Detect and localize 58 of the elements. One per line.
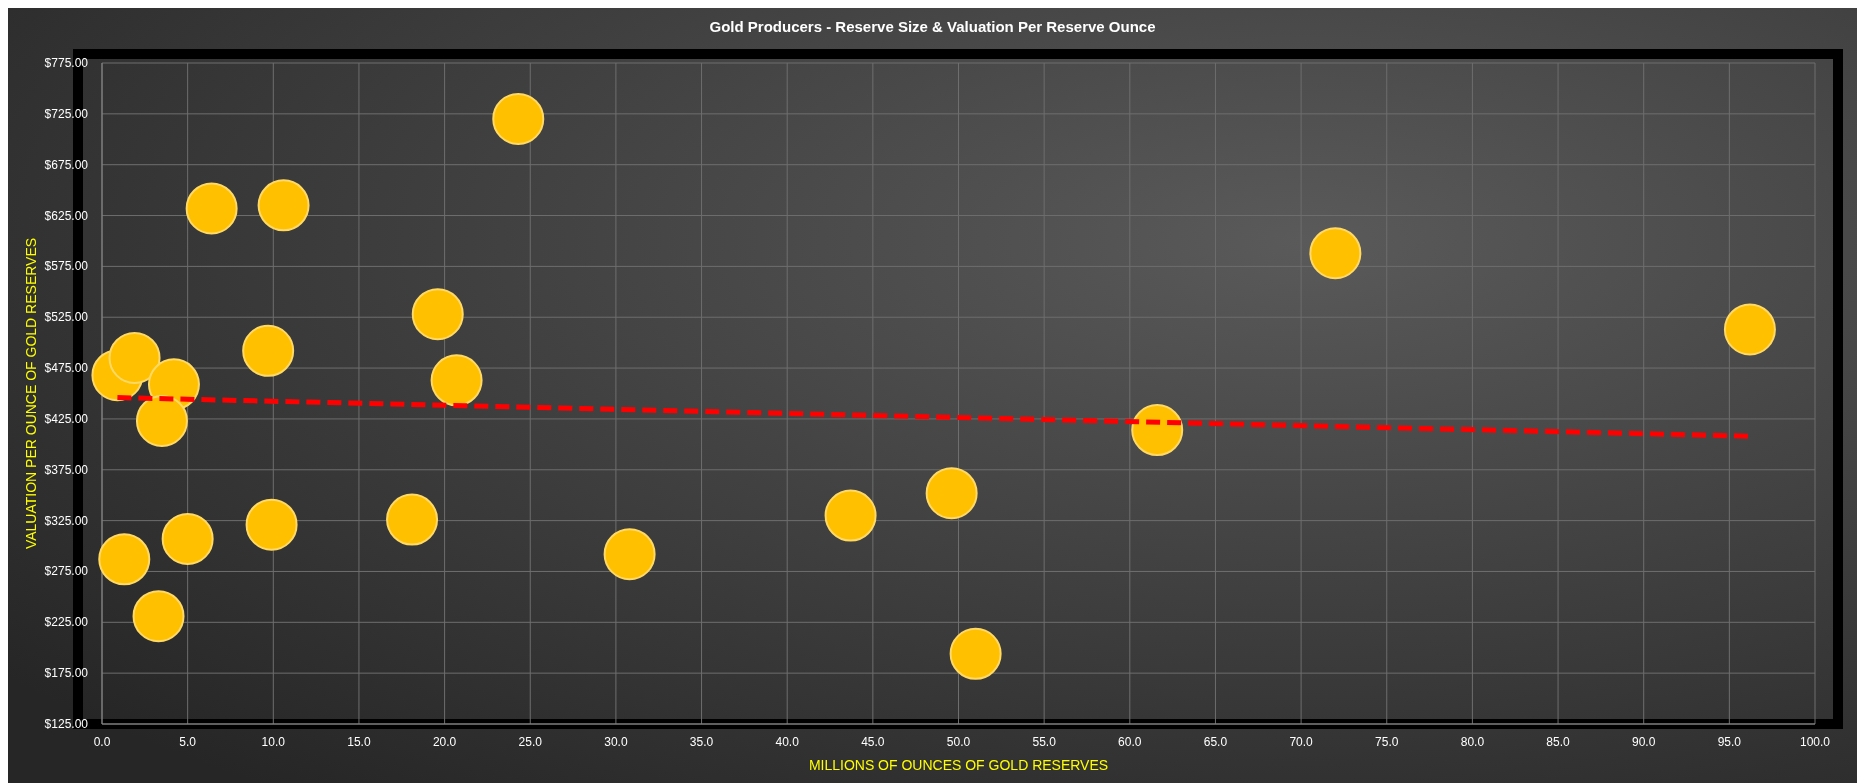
y-tick-label: $775.00 <box>44 56 89 70</box>
point <box>1723 303 1776 356</box>
point <box>1131 404 1184 457</box>
x-tick-label: 95.0 <box>1717 735 1742 749</box>
point <box>108 331 161 384</box>
point <box>824 489 877 542</box>
x-tick-label: 50.0 <box>946 735 971 749</box>
y-tick-label: $575.00 <box>44 259 89 274</box>
point <box>949 627 1002 680</box>
y-tick-label: $325.00 <box>44 513 89 528</box>
y-tick-label: $475.00 <box>44 361 89 376</box>
point <box>411 288 464 341</box>
point <box>430 354 483 407</box>
x-tick-label: 75.0 <box>1375 735 1399 749</box>
x-tick-label: 85.0 <box>1546 735 1571 749</box>
x-tick-label: 70.0 <box>1289 735 1314 749</box>
chart-title: Gold Producers - Reserve Size & Valuation Per Reserve Ounce <box>709 18 1156 35</box>
y-tick-label: $525.00 <box>44 310 89 325</box>
y-tick-label: $125.00 <box>44 717 89 731</box>
x-tick-label: 90.0 <box>1632 735 1656 749</box>
x-tick-label: 65.0 <box>1203 735 1228 749</box>
y-tick-label: $275.00 <box>44 564 89 579</box>
point <box>185 182 238 235</box>
x-tick-label: 15.0 <box>347 735 371 749</box>
point <box>132 590 185 643</box>
x-tick-label: 20.0 <box>432 735 457 749</box>
point <box>386 493 439 546</box>
y-tick-label: $725.00 <box>44 106 89 121</box>
point <box>161 512 214 565</box>
point <box>242 324 295 377</box>
x-tick-label: 60.0 <box>1118 735 1142 749</box>
x-tick-label: 80.0 <box>1460 735 1485 749</box>
y-tick-label: $225.00 <box>44 615 89 630</box>
x-tick-label: 45.0 <box>861 735 885 749</box>
x-tick-label: 30.0 <box>604 735 628 749</box>
y-tick-label: $625.00 <box>44 208 89 223</box>
point <box>135 394 188 447</box>
point <box>603 528 656 581</box>
x-tick-label: 100.0 <box>1799 735 1831 749</box>
point <box>492 92 545 145</box>
y-tick-label: $425.00 <box>44 411 89 426</box>
point <box>257 179 310 232</box>
y-tick-label: $675.00 <box>44 157 89 172</box>
y-axis-title: VALUATION PER OUNCE OF GOLD RESERVES <box>23 237 39 550</box>
y-tick-label: $175.00 <box>44 666 89 681</box>
point <box>245 498 298 551</box>
x-tick-label: 0.0 <box>93 735 111 749</box>
point <box>1309 227 1362 280</box>
x-tick-label: 55.0 <box>1032 735 1057 749</box>
x-tick-label: 5.0 <box>179 735 197 749</box>
x-tick-label: 40.0 <box>775 735 800 749</box>
x-tick-label: 25.0 <box>518 735 543 749</box>
x-tick-label: 35.0 <box>689 735 714 749</box>
y-tick-label: $375.00 <box>44 462 89 477</box>
x-axis-title: MILLIONS OF OUNCES OF GOLD RESERVES <box>808 757 1109 773</box>
point <box>98 533 151 586</box>
x-tick-label: 10.0 <box>261 735 286 749</box>
point <box>925 467 978 520</box>
